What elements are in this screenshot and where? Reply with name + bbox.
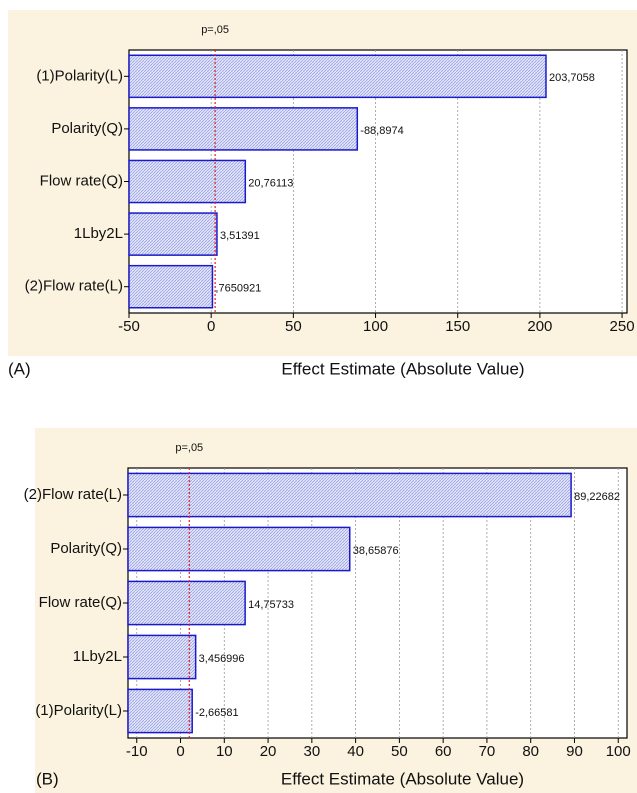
x-tick-label: 70 bbox=[479, 743, 496, 760]
value-label: 20,76113 bbox=[248, 177, 293, 189]
x-tick-label: 60 bbox=[435, 743, 452, 760]
x-tick-label: 150 bbox=[445, 318, 470, 335]
bar bbox=[128, 212, 218, 256]
panel-label: (A) bbox=[8, 359, 31, 378]
value-label: ,7650921 bbox=[215, 283, 261, 295]
value-label: 3,51391 bbox=[220, 230, 260, 242]
x-tick-label: 10 bbox=[216, 743, 233, 760]
value-label: 203,7058 bbox=[549, 72, 595, 84]
x-tick-label: 30 bbox=[303, 743, 320, 760]
reference-label: p=,05 bbox=[175, 442, 203, 454]
x-tick-label: 100 bbox=[606, 743, 631, 760]
value-label: -2,66581 bbox=[195, 707, 238, 719]
x-tick-label: 0 bbox=[176, 743, 184, 760]
y-tick-label: 1Lby2L bbox=[73, 648, 122, 665]
x-tick-label: 50 bbox=[285, 318, 302, 335]
y-tick-label: (2)Flow rate(L) bbox=[25, 278, 123, 295]
x-tick-label: 90 bbox=[566, 743, 583, 760]
bar bbox=[127, 580, 246, 626]
bar bbox=[127, 688, 193, 734]
value-label: 89,22682 bbox=[574, 491, 620, 503]
x-tick-label: 50 bbox=[391, 743, 408, 760]
y-tick-label: (1)Polarity(L) bbox=[35, 702, 122, 719]
reference-label: p=,05 bbox=[201, 24, 229, 36]
y-tick-label: Polarity(Q) bbox=[50, 540, 122, 557]
bar bbox=[128, 54, 547, 99]
x-tick-label: 200 bbox=[527, 318, 552, 335]
bar bbox=[127, 634, 197, 680]
value-label: 14,75733 bbox=[248, 599, 294, 611]
y-tick-label: 1Lby2L bbox=[74, 225, 123, 242]
value-label: -88,8974 bbox=[360, 125, 403, 137]
x-tick-label: 100 bbox=[363, 318, 388, 335]
panel-label: (B) bbox=[36, 769, 59, 788]
y-tick-label: (1)Polarity(L) bbox=[36, 67, 123, 84]
x-tick-label: 0 bbox=[207, 318, 215, 335]
x-tick-label: 20 bbox=[260, 743, 277, 760]
bar bbox=[127, 472, 572, 518]
x-tick-label: -10 bbox=[126, 743, 148, 760]
bar bbox=[128, 159, 247, 204]
x-tick-label: -50 bbox=[118, 318, 140, 335]
value-label: 38,65876 bbox=[353, 545, 399, 557]
y-tick-label: (2)Flow rate(L) bbox=[24, 486, 122, 503]
x-tick-label: 250 bbox=[610, 318, 635, 335]
x-axis-title: Effect Estimate (Absolute Value) bbox=[281, 769, 524, 788]
y-tick-label: Polarity(Q) bbox=[51, 120, 123, 137]
x-axis-title: Effect Estimate (Absolute Value) bbox=[281, 359, 524, 378]
bar bbox=[128, 264, 214, 309]
y-tick-label: Flow rate(Q) bbox=[39, 594, 122, 611]
bar bbox=[128, 107, 359, 151]
value-label: 3,456996 bbox=[199, 653, 245, 665]
x-tick-label: 80 bbox=[522, 743, 539, 760]
bar bbox=[127, 526, 351, 572]
x-tick-label: 40 bbox=[347, 743, 364, 760]
y-tick-label: Flow rate(Q) bbox=[40, 172, 123, 189]
